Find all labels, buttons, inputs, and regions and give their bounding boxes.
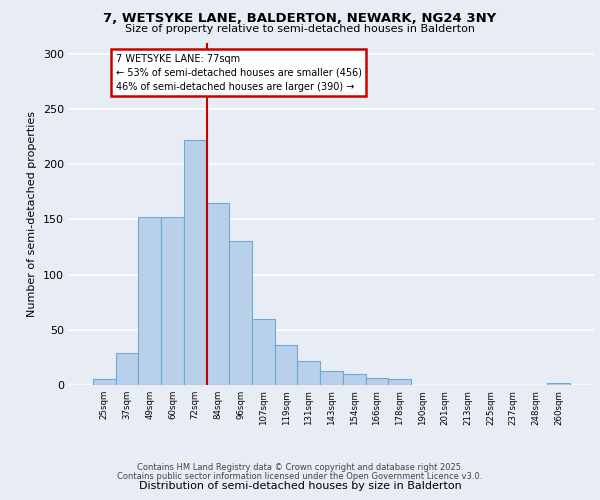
Bar [161, 217, 184, 385]
Bar [139, 217, 161, 385]
Bar [252, 318, 275, 385]
Bar [206, 202, 229, 385]
Bar [275, 345, 298, 385]
Bar [298, 360, 320, 385]
Text: Size of property relative to semi-detached houses in Balderton: Size of property relative to semi-detach… [125, 24, 475, 34]
Text: Distribution of semi-detached houses by size in Balderton: Distribution of semi-detached houses by … [139, 481, 461, 491]
Bar [365, 378, 388, 385]
Text: 7 WETSYKE LANE: 77sqm
← 53% of semi-detached houses are smaller (456)
46% of sem: 7 WETSYKE LANE: 77sqm ← 53% of semi-deta… [116, 54, 362, 92]
Bar [229, 242, 252, 385]
Bar [184, 140, 206, 385]
Bar [388, 380, 411, 385]
Y-axis label: Number of semi-detached properties: Number of semi-detached properties [28, 111, 37, 317]
Text: 7, WETSYKE LANE, BALDERTON, NEWARK, NG24 3NY: 7, WETSYKE LANE, BALDERTON, NEWARK, NG24… [103, 12, 497, 26]
Bar [547, 383, 570, 385]
Bar [116, 353, 139, 385]
Bar [320, 370, 343, 385]
Bar [343, 374, 365, 385]
Bar [93, 380, 116, 385]
Text: Contains public sector information licensed under the Open Government Licence v3: Contains public sector information licen… [118, 472, 482, 481]
Text: Contains HM Land Registry data © Crown copyright and database right 2025.: Contains HM Land Registry data © Crown c… [137, 464, 463, 472]
